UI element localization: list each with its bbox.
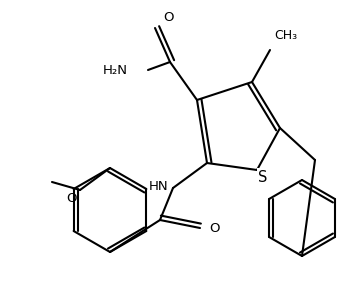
Text: HN: HN xyxy=(148,179,168,193)
Text: H₂N: H₂N xyxy=(103,63,128,77)
Text: O: O xyxy=(67,192,77,205)
Text: S: S xyxy=(258,170,268,184)
Text: O: O xyxy=(209,221,219,235)
Text: CH₃: CH₃ xyxy=(274,29,297,42)
Text: O: O xyxy=(163,11,173,24)
